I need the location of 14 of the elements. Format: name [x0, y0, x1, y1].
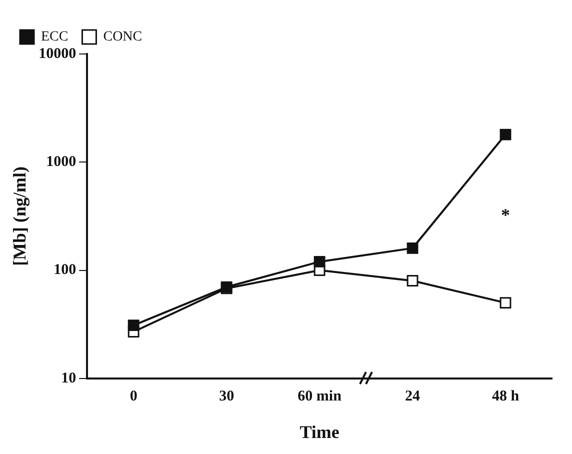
x-axis-title: Time	[300, 422, 340, 442]
y-axis-title: [Mb] (ng/ml)	[9, 166, 30, 266]
x-tick-label: 24	[405, 388, 421, 404]
x-tick-label: 48 h	[492, 388, 520, 404]
x-tick-label: 60 min	[298, 388, 342, 404]
y-tick-label: 10000	[38, 46, 76, 62]
annotation: *	[501, 204, 510, 225]
y-tick-label: 10	[61, 370, 76, 386]
legend-label: CONC	[103, 30, 142, 45]
x-tick-label: 30	[219, 388, 234, 404]
y-tick-label: 1000	[46, 154, 76, 170]
x-tick-label: 0	[130, 388, 138, 404]
y-tick-label: 100	[54, 262, 76, 278]
legend-label: ECC	[41, 30, 68, 45]
